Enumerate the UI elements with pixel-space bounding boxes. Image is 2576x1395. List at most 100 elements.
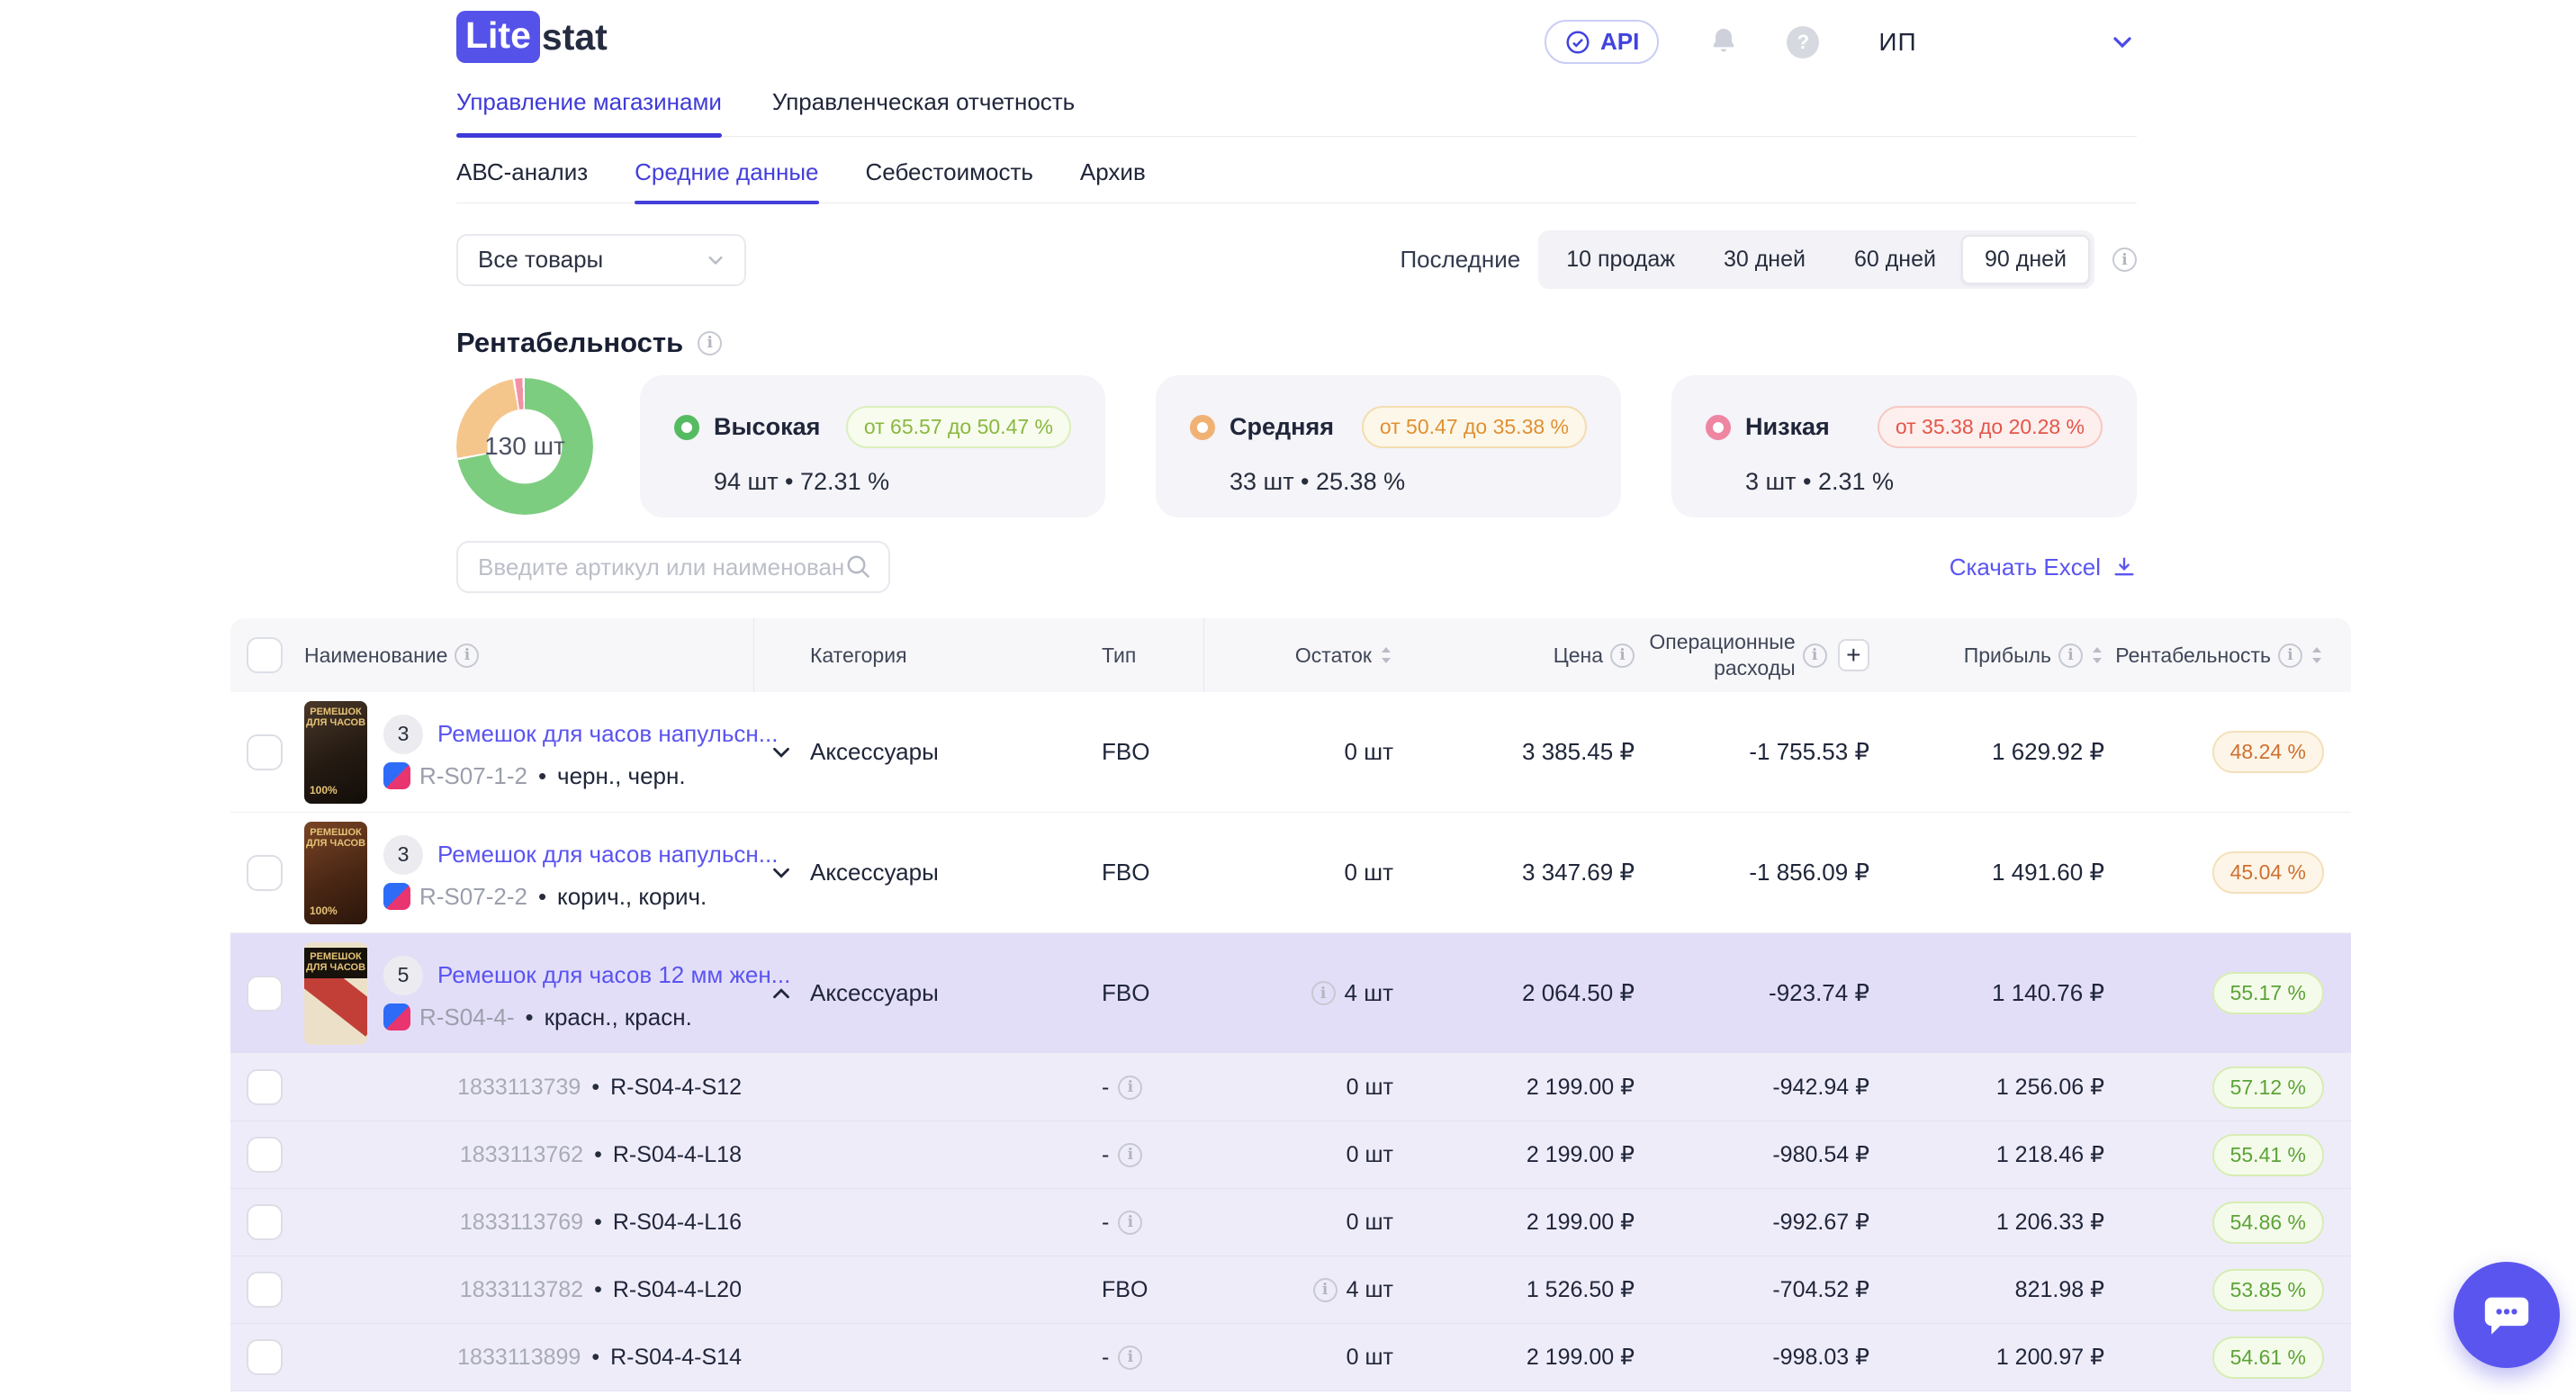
type-info-icon[interactable]: i <box>1118 1142 1143 1167</box>
subrow-sku: R-S04-4-S14 <box>610 1344 742 1370</box>
variant-count-badge: 3 <box>383 714 423 754</box>
table-subrow: 1833113769 • R-S04-4-L16- i 0 шт 2 199.00 ₽ -9… <box>230 1189 2351 1256</box>
profit-sort-icon[interactable] <box>2090 644 2104 666</box>
price-info-icon[interactable]: i <box>1610 643 1635 668</box>
chat-button[interactable] <box>2454 1262 2560 1368</box>
download-excel-link[interactable]: Скачать Excel <box>1950 554 2137 581</box>
subrow-opex: -992.67 ₽ <box>1772 1210 1869 1235</box>
stock-warning-icon[interactable]: i <box>1312 1277 1338 1302</box>
table-subrow: 1833113739 • R-S04-4-S12- i 0 шт 2 199.00 ₽ -9… <box>230 1054 2351 1121</box>
account-label[interactable]: ИП <box>1878 27 1917 56</box>
tab-management-reports[interactable]: Управленческая отчетность <box>771 88 1076 115</box>
subrow-checkbox[interactable] <box>247 1137 283 1173</box>
subrow-checkbox[interactable] <box>247 1204 283 1240</box>
select-chevron-down-icon <box>708 256 723 265</box>
product-link[interactable]: Ремешок для часов 12 мм жен... <box>437 961 791 988</box>
subtab-average-data[interactable]: Средние данные <box>635 158 819 204</box>
subrow-price: 2 199.00 ₽ <box>1526 1345 1635 1370</box>
subrow-sku: R-S04-4-L16 <box>612 1209 742 1235</box>
subrow-stock: 0 шт <box>1346 1074 1393 1100</box>
stock-sort-icon[interactable] <box>1379 644 1393 666</box>
product-image: РЕМЕШОК ДЛЯ ЧАСОВ 100% <box>304 700 367 804</box>
product-link[interactable]: Ремешок для часов напульсн... <box>437 841 779 868</box>
subrow-checkbox[interactable] <box>247 1272 283 1308</box>
high-margin-dot-icon <box>674 414 699 440</box>
row-stock: 0 шт <box>1344 859 1393 886</box>
select-all-checkbox[interactable] <box>247 637 283 673</box>
header-right: API ? ИП <box>1545 20 2137 64</box>
period-30-days[interactable]: 30 дней <box>1700 235 1829 284</box>
period-10-sales[interactable]: 10 продаж <box>1543 235 1698 284</box>
col-name-info-icon[interactable]: i <box>455 643 480 668</box>
subrow-opex: -942.94 ₽ <box>1772 1075 1869 1100</box>
row-checkbox[interactable] <box>247 854 283 891</box>
subtab-abc-analysis[interactable]: АВС-анализ <box>456 158 589 185</box>
subrow-checkbox[interactable] <box>247 1069 283 1105</box>
type-info-icon[interactable]: i <box>1118 1075 1143 1100</box>
margin-sort-icon[interactable] <box>2310 644 2324 666</box>
row-profit: 1 491.60 ₽ <box>1992 859 2104 886</box>
tab-store-management[interactable]: Управление магазинами <box>456 88 722 138</box>
product-sku: R-S07-1-2 <box>419 761 527 789</box>
subtab-cost-price[interactable]: Себестоимость <box>865 158 1033 185</box>
collapse-row-icon[interactable] <box>768 980 795 1007</box>
col-category-label: Категория <box>810 643 907 667</box>
subrow-profit: 1 218.46 ₽ <box>1995 1142 2104 1167</box>
product-variant: черн., черн. <box>557 761 686 789</box>
profitability-block: 130 шт Высокая от 65.57 до 50.47 % 94 шт… <box>456 375 2137 518</box>
subtab-archive[interactable]: Архив <box>1079 158 1146 185</box>
bell-icon[interactable] <box>1707 26 1740 58</box>
card-stats: 33 шт • 25.38 % <box>1229 468 1406 495</box>
card-name: Низкая <box>1745 413 1830 440</box>
subrow-article: 1833113769 <box>459 1209 584 1235</box>
expand-row-icon[interactable] <box>768 739 795 766</box>
api-status-button[interactable]: API <box>1545 20 1660 64</box>
download-excel-label: Скачать Excel <box>1949 553 2101 580</box>
product-link[interactable]: Ремешок для часов напульсн... <box>437 720 779 747</box>
period-segment-control: 10 продаж 30 дней 60 дней 90 дней <box>1538 230 2094 289</box>
subrow-profit: 1 256.06 ₽ <box>1995 1075 2104 1100</box>
product-filter-select[interactable]: Все товары <box>456 233 746 286</box>
type-info-icon[interactable]: i <box>1118 1210 1143 1235</box>
variant-count-badge: 5 <box>383 955 423 995</box>
subrow-stock: 0 шт <box>1346 1344 1393 1370</box>
opex-info-icon[interactable]: i <box>1802 643 1827 668</box>
subrow-sku: R-S04-4-L18 <box>612 1141 742 1167</box>
table-row: РЕМЕШОК ДЛЯ ЧАСОВ 100% 3 Ремешок для часов … <box>230 692 2351 813</box>
subrow-price: 2 199.00 ₽ <box>1526 1142 1635 1167</box>
margin-badge: 57.12 % <box>2211 1066 2324 1109</box>
period-info-icon[interactable]: i <box>2112 248 2137 272</box>
stock-warning-icon[interactable]: i <box>1311 981 1336 1005</box>
row-type: FBO <box>1102 738 1150 765</box>
row-checkbox[interactable] <box>247 975 283 1012</box>
table-subrow: 1833113782 • R-S04-4-L20 FBO i 4 шт 1 526.50 ₽… <box>230 1256 2351 1324</box>
subrow-checkbox[interactable] <box>247 1339 283 1375</box>
subrow-type: -i <box>1060 1075 1204 1101</box>
donut-total-label: 130 шт <box>484 432 565 460</box>
help-icon[interactable]: ? <box>1787 25 1820 58</box>
period-60-days[interactable]: 60 дней <box>1831 235 1959 284</box>
profit-info-icon[interactable]: i <box>2058 643 2083 668</box>
product-image: РЕМЕШОК ДЛЯ ЧАСОВ <box>304 941 367 1045</box>
card-range-badge: от 50.47 до 35.38 % <box>1361 406 1587 448</box>
row-opex: -923.74 ₽ <box>1769 979 1869 1006</box>
expand-row-icon[interactable] <box>768 860 795 886</box>
search-icon[interactable] <box>845 554 872 580</box>
row-profit: 1 629.92 ₽ <box>1992 738 2104 765</box>
period-90-days[interactable]: 90 дней <box>1960 235 2090 284</box>
subrow-stock: 0 шт <box>1346 1209 1393 1235</box>
profitability-info-icon[interactable]: i <box>698 330 723 356</box>
period-label: Последние <box>1400 246 1521 273</box>
type-info-icon[interactable]: i <box>1118 1345 1143 1370</box>
subrow-article: 1833113739 <box>457 1074 581 1100</box>
card-high-margin: Высокая от 65.57 до 50.47 % 94 шт • 72.3… <box>640 375 1105 518</box>
subrow-type: -i <box>1060 1142 1204 1168</box>
row-checkbox[interactable] <box>247 734 283 770</box>
search-input[interactable] <box>478 553 845 581</box>
margin-info-icon[interactable]: i <box>2278 643 2302 668</box>
variant-count-badge: 3 <box>383 834 423 875</box>
account-chevron-down-icon[interactable] <box>2108 28 2137 57</box>
products-table: Наименование i Категория Тип Остаток Цен… <box>230 618 2351 1395</box>
add-expense-button[interactable]: + <box>1837 639 1869 671</box>
